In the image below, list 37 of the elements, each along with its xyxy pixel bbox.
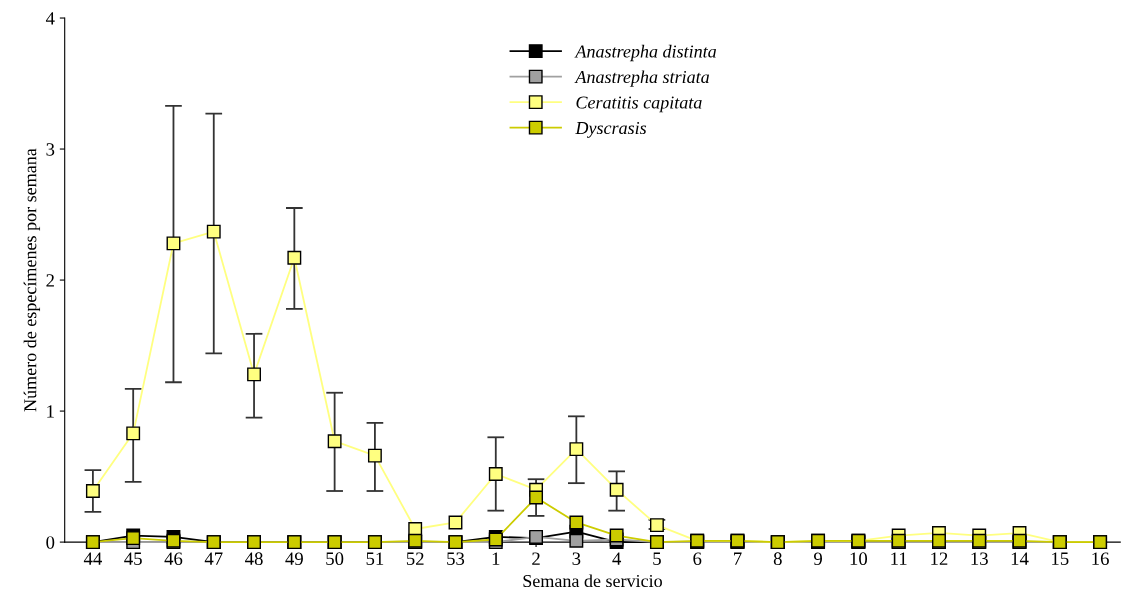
legend-label: Anastrepha striata — [574, 70, 710, 87]
y-tick-label: 1 — [47, 405, 54, 418]
x-tick-label: 50 — [326, 552, 344, 566]
x-tick-label: 49 — [285, 552, 303, 566]
x-axis-title: Semana de servicio — [523, 574, 662, 588]
x-tick-label: 16 — [1092, 552, 1109, 566]
x-tick-label: 15 — [1052, 552, 1069, 566]
x-tick-label: 51 — [366, 552, 384, 566]
x-tick-label: 8 — [773, 552, 782, 566]
x-tick-label: 48 — [245, 552, 263, 566]
x-tick-label: 2 — [532, 552, 540, 565]
x-tick-label: 11 — [891, 552, 907, 565]
legend-label: Ceratitis capitata — [576, 96, 702, 113]
x-tick-label: 1 — [492, 552, 500, 565]
x-tick-label: 6 — [693, 552, 702, 566]
y-tick-label: 4 — [45, 12, 55, 25]
y-axis-title: Número de especímenes por semana — [23, 148, 41, 412]
y-tick-label: 3 — [46, 143, 55, 156]
x-tick-label: 9 — [814, 552, 822, 566]
x-tick-label: 3 — [572, 552, 581, 566]
x-tick-label: 44 — [83, 552, 102, 565]
x-tick-label: 7 — [734, 552, 742, 565]
legend-label: Dyscrasis — [575, 121, 647, 138]
x-tick-label: 46 — [164, 552, 183, 566]
x-tick-label: 52 — [406, 552, 424, 566]
y-tick-label: 2 — [46, 274, 54, 287]
x-tick-label: 45 — [124, 552, 142, 566]
x-tick-label: 47 — [204, 552, 223, 565]
x-tick-label: 53 — [447, 552, 465, 566]
legend-label: Anastrepha distinta — [574, 44, 717, 62]
x-tick-label: 13 — [971, 552, 988, 566]
y-tick-label: 0 — [46, 536, 55, 549]
x-tick-label: 5 — [653, 552, 661, 566]
x-tick-label: 4 — [612, 552, 622, 565]
x-tick-label: 14 — [1011, 552, 1029, 565]
x-tick-label: 12 — [931, 552, 948, 565]
x-tick-label: 10 — [850, 552, 868, 566]
